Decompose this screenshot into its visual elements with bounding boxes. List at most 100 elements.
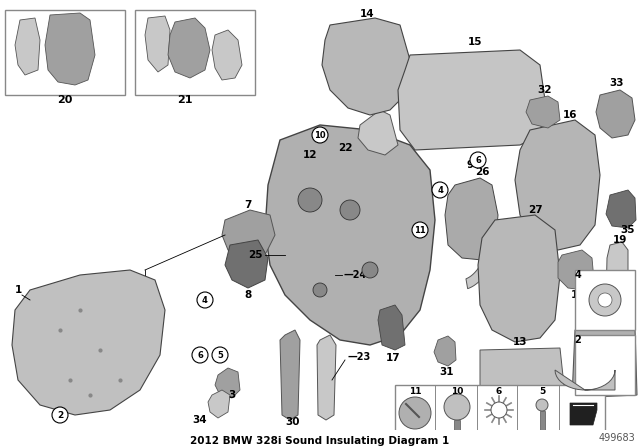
Text: 33: 33 <box>610 78 624 88</box>
Text: 27: 27 <box>528 205 542 215</box>
Text: 17: 17 <box>386 353 400 363</box>
Circle shape <box>432 182 448 198</box>
Polygon shape <box>12 270 165 415</box>
Circle shape <box>313 283 327 297</box>
Polygon shape <box>265 125 435 345</box>
Text: 499683: 499683 <box>598 433 635 443</box>
Polygon shape <box>322 18 410 115</box>
Text: 1: 1 <box>14 285 22 295</box>
Polygon shape <box>558 250 594 290</box>
Text: 26: 26 <box>475 167 489 177</box>
Polygon shape <box>15 18 40 75</box>
Circle shape <box>598 293 612 307</box>
Bar <box>575 335 635 395</box>
Text: —23: —23 <box>348 352 371 362</box>
Polygon shape <box>212 30 242 80</box>
Text: 10: 10 <box>451 387 463 396</box>
Polygon shape <box>215 368 240 398</box>
Polygon shape <box>145 16 170 72</box>
Text: 28: 28 <box>365 100 380 110</box>
Polygon shape <box>434 336 456 366</box>
Circle shape <box>192 347 208 363</box>
Text: 25: 25 <box>248 250 263 260</box>
Text: 5: 5 <box>539 387 545 396</box>
Text: 35: 35 <box>621 225 636 235</box>
Polygon shape <box>445 178 498 260</box>
Bar <box>0 430 640 448</box>
Text: 6: 6 <box>475 155 481 164</box>
Circle shape <box>312 127 328 143</box>
Text: 34: 34 <box>193 415 207 425</box>
Polygon shape <box>466 224 503 289</box>
Polygon shape <box>526 96 560 128</box>
Bar <box>135 10 255 95</box>
Circle shape <box>52 407 68 423</box>
Bar <box>395 385 605 440</box>
Text: 2: 2 <box>575 335 581 345</box>
Text: —24: —24 <box>343 270 366 280</box>
Text: 20: 20 <box>58 95 73 105</box>
Text: 11: 11 <box>414 225 426 234</box>
Text: 16: 16 <box>563 110 577 120</box>
Text: 6: 6 <box>197 350 203 359</box>
Text: 2: 2 <box>57 410 63 419</box>
Text: 8: 8 <box>244 290 252 300</box>
Polygon shape <box>317 335 336 420</box>
Text: 11: 11 <box>409 387 421 396</box>
Text: 32: 32 <box>538 85 552 95</box>
Bar <box>5 10 125 95</box>
Circle shape <box>399 397 431 429</box>
Text: 12: 12 <box>303 150 317 160</box>
Circle shape <box>197 292 213 308</box>
Bar <box>454 420 460 434</box>
Text: 4: 4 <box>437 185 443 194</box>
Polygon shape <box>606 190 636 228</box>
Text: 5: 5 <box>217 350 223 359</box>
Polygon shape <box>208 390 230 418</box>
Polygon shape <box>478 215 560 342</box>
Text: 3: 3 <box>228 390 236 400</box>
Polygon shape <box>606 242 628 318</box>
Text: 9: 9 <box>467 160 474 170</box>
Circle shape <box>212 347 228 363</box>
Text: 18: 18 <box>571 290 585 300</box>
Text: 10: 10 <box>314 130 326 139</box>
Polygon shape <box>45 13 95 85</box>
Text: 2012 BMW 328i Sound Insulating Diagram 1: 2012 BMW 328i Sound Insulating Diagram 1 <box>190 436 450 446</box>
Circle shape <box>470 152 486 168</box>
Polygon shape <box>570 403 597 425</box>
Text: 22: 22 <box>338 143 352 153</box>
Polygon shape <box>378 305 405 350</box>
Text: 4: 4 <box>575 270 581 280</box>
Text: 6: 6 <box>496 387 502 396</box>
Circle shape <box>491 402 507 418</box>
Circle shape <box>340 200 360 220</box>
Polygon shape <box>515 120 600 250</box>
Circle shape <box>412 222 428 238</box>
Polygon shape <box>225 240 268 288</box>
Polygon shape <box>555 370 615 390</box>
Text: 29: 29 <box>603 317 617 327</box>
Text: 31: 31 <box>440 367 454 377</box>
Text: 30: 30 <box>285 417 300 427</box>
Bar <box>540 411 545 431</box>
Polygon shape <box>480 348 565 398</box>
Polygon shape <box>596 90 635 138</box>
Text: 21: 21 <box>177 95 193 105</box>
Text: 19: 19 <box>613 235 627 245</box>
Text: 7: 7 <box>244 200 252 210</box>
Polygon shape <box>280 330 300 420</box>
Bar <box>575 270 635 330</box>
Polygon shape <box>358 110 398 155</box>
Text: 14: 14 <box>360 9 374 19</box>
Circle shape <box>362 262 378 278</box>
Circle shape <box>298 188 322 212</box>
Circle shape <box>444 394 470 420</box>
Polygon shape <box>398 50 545 150</box>
Text: 15: 15 <box>468 37 483 47</box>
Circle shape <box>589 284 621 316</box>
Polygon shape <box>572 328 637 398</box>
Text: 4: 4 <box>202 296 208 305</box>
Polygon shape <box>222 210 275 260</box>
Text: 13: 13 <box>513 337 527 347</box>
